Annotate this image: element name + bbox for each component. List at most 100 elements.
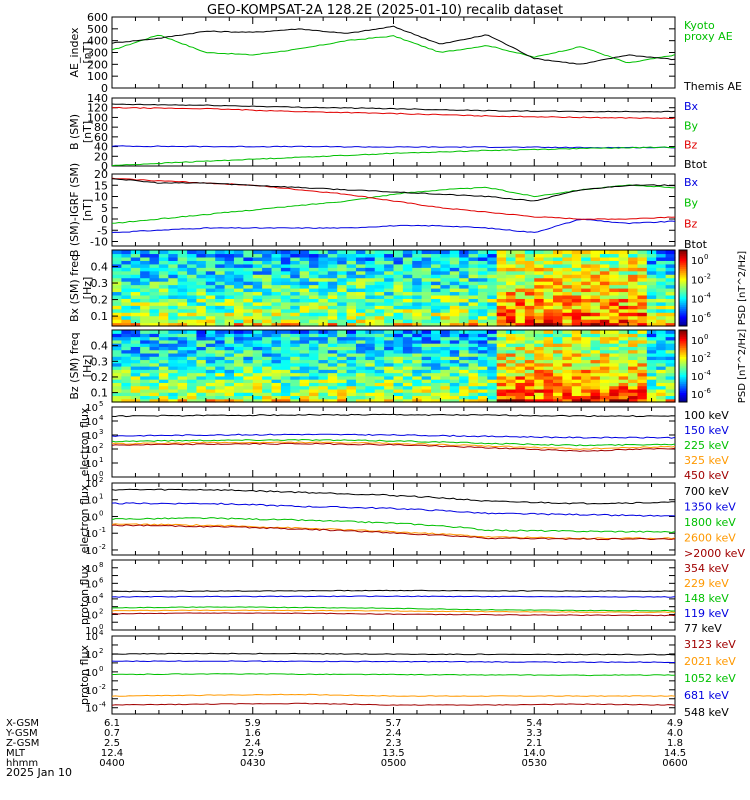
spec-cell-bxspec (477, 288, 488, 293)
spec-cell-bzspec (112, 382, 122, 387)
spec-cell-bzspec (384, 398, 395, 403)
spec-cell-bxspec (534, 256, 545, 261)
spec-cell-bzspec (346, 372, 357, 377)
spec-cell-bzspec (355, 392, 366, 397)
spec-cell-bxspec (140, 294, 151, 299)
spec-cell-bzspec (412, 362, 423, 367)
spec-cell-bxspec (656, 284, 667, 289)
spec-cell-bzspec (515, 382, 526, 387)
spec-cell-bxspec (168, 263, 179, 268)
frame-p1 (111, 559, 676, 631)
spec-cell-bzspec (205, 372, 216, 377)
spec-cell-bxspec (130, 253, 141, 258)
spec-cell-bzspec (515, 330, 526, 334)
spec-cell-bzspec (177, 352, 188, 357)
legend-e2-4: >2000 keV (684, 547, 745, 560)
legend-p1-0: 354 keV (684, 562, 729, 575)
spec-cell-bxspec (637, 291, 648, 296)
series-p1-4 (112, 589, 675, 593)
spec-cell-bxspec (327, 288, 338, 293)
spec-cell-bzspec (487, 366, 498, 370)
spec-cell-bzspec (431, 339, 442, 344)
spec-cell-bzspec (618, 382, 629, 387)
spec-cell-bxspec (543, 263, 554, 268)
spec-cell-bxspec (196, 270, 207, 275)
spec-cell-bzspec (402, 388, 413, 393)
spec-cell-bzspec (590, 395, 601, 400)
spec-cell-bzspec (599, 388, 610, 393)
spec-cell-bxspec (130, 301, 141, 306)
spec-cell-bzspec (158, 395, 169, 400)
spec-cell-bxspec (421, 298, 432, 303)
spec-cell-bzspec (177, 375, 188, 380)
spec-cell-bzspec (477, 346, 488, 351)
spec-cell-bxspec (140, 322, 151, 327)
spec-cell-bxspec (656, 256, 667, 261)
spec-cell-bzspec (205, 388, 216, 393)
spec-cell-bxspec (449, 305, 460, 310)
spec-cell-bxspec (355, 260, 366, 265)
spec-cell-bxspec (562, 288, 573, 293)
spec-cell-bzspec (412, 395, 423, 400)
spec-cell-bxspec (355, 319, 366, 324)
spec-cell-bxspec (553, 281, 563, 286)
spec-cell-bxspec (562, 277, 573, 282)
spec-cell-bxspec (233, 267, 244, 272)
spec-cell-bzspec (599, 346, 610, 351)
spec-cell-bzspec (599, 369, 610, 374)
spec-cell-bxspec (665, 274, 676, 279)
spec-cell-bzspec (506, 339, 517, 344)
spec-cell-bzspec (618, 333, 629, 338)
spec-cell-bxspec (130, 263, 141, 268)
spec-cell-bzspec (618, 356, 629, 361)
spec-cell-bzspec (233, 330, 244, 334)
spec-cell-bzspec (431, 375, 442, 380)
spec-cell-bxspec (243, 294, 254, 299)
ephem-value-4-1: 4.0 (667, 728, 683, 739)
spec-cell-bxspec (224, 281, 235, 286)
spec-cell-bxspec (431, 250, 442, 255)
spec-cell-bzspec (402, 375, 413, 380)
ytick-label-p2-2: 10 (85, 650, 98, 661)
spec-cell-bzspec (299, 356, 310, 361)
spec-cell-bxspec (412, 301, 423, 306)
spec-cell-bxspec (243, 250, 254, 255)
spec-cell-bzspec (543, 339, 554, 344)
spec-cell-bzspec (233, 392, 244, 397)
spec-cell-bzspec (609, 366, 620, 370)
spec-cell-bxspec (299, 277, 310, 282)
spec-cell-bzspec (233, 395, 244, 400)
spec-cell-bxspec (318, 312, 329, 317)
spec-cell-bxspec (355, 305, 366, 310)
spec-cell-bzspec (571, 352, 582, 357)
spec-cell-bzspec (140, 349, 151, 354)
spec-cell-bzspec (309, 362, 320, 367)
spec-cell-bzspec (233, 349, 244, 354)
ephem-value-1-2: 2.4 (245, 738, 261, 749)
spec-cell-bzspec (168, 356, 179, 361)
spec-cell-bxspec (496, 288, 507, 293)
spec-cell-bzspec (290, 336, 301, 341)
spec-cell-bzspec (327, 366, 338, 370)
spec-cell-bxspec (449, 301, 460, 306)
spec-cell-bxspec (233, 277, 244, 282)
spec-cell-bxspec (477, 298, 488, 303)
spec-cell-bxspec (140, 274, 151, 279)
spec-cell-bzspec (515, 398, 526, 403)
spec-cell-bxspec (243, 256, 254, 261)
spec-cell-bxspec (543, 253, 554, 258)
spec-cell-bzspec (609, 336, 620, 341)
spec-cell-bxspec (656, 253, 667, 258)
colorbar-seg-bxspec (679, 286, 687, 289)
spec-cell-bzspec (177, 366, 188, 370)
spec-cell-bxspec (562, 298, 573, 303)
spec-cell-bxspec (487, 284, 498, 289)
spec-cell-bzspec (233, 385, 244, 390)
spec-cell-bzspec (337, 388, 348, 393)
spec-cell-bxspec (309, 301, 320, 306)
spec-cell-bzspec (477, 395, 488, 400)
spec-cell-bxspec (562, 294, 573, 299)
spec-cell-bxspec (280, 319, 291, 324)
